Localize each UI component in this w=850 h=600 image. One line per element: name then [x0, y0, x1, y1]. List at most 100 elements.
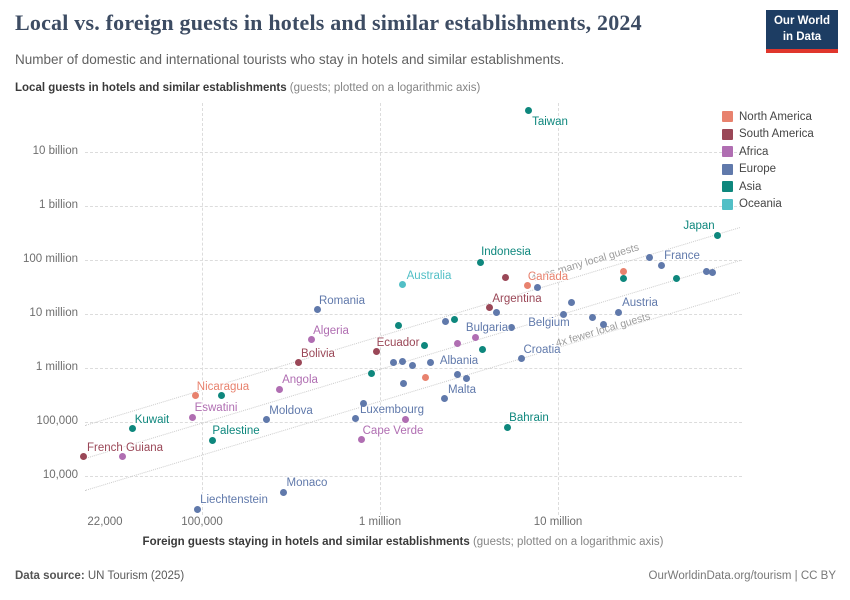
- data-point-albania[interactable]: [426, 358, 434, 366]
- data-point-cape-verde[interactable]: [357, 435, 365, 443]
- y-gridline: [85, 206, 742, 207]
- legend: North America South America Africa Europe As…: [722, 108, 842, 213]
- data-point-france[interactable]: [657, 261, 665, 269]
- data-point-malta[interactable]: [440, 394, 448, 402]
- data-point[interactable]: [389, 358, 397, 366]
- data-point[interactable]: [471, 333, 479, 341]
- data-point[interactable]: [619, 267, 627, 275]
- data-point[interactable]: [702, 267, 710, 275]
- data-point[interactable]: [588, 313, 596, 321]
- data-point[interactable]: [408, 361, 416, 369]
- data-point[interactable]: [421, 373, 429, 381]
- logo-line2: in Data: [782, 31, 822, 44]
- data-point[interactable]: [420, 341, 428, 349]
- data-point[interactable]: [367, 369, 375, 377]
- legend-item-south-america[interactable]: South America: [722, 126, 842, 144]
- data-point[interactable]: [567, 298, 575, 306]
- y-gridline: [85, 368, 742, 369]
- data-point[interactable]: [533, 283, 541, 291]
- data-point-moldova[interactable]: [262, 415, 270, 423]
- data-point[interactable]: [599, 320, 607, 328]
- y-axis-title-bold: Local guests in hotels and similar estab…: [15, 82, 287, 94]
- data-point-ecuador[interactable]: [372, 347, 380, 355]
- x-tick-label: 100,000: [181, 516, 223, 528]
- data-point-kuwait[interactable]: [128, 424, 136, 432]
- data-point[interactable]: [619, 274, 627, 282]
- data-point[interactable]: [478, 345, 486, 353]
- data-point[interactable]: [453, 339, 461, 347]
- data-point[interactable]: [450, 315, 458, 323]
- data-point[interactable]: [492, 308, 500, 316]
- data-point-japan[interactable]: [713, 231, 721, 239]
- data-point-argentina[interactable]: [485, 303, 493, 311]
- data-point[interactable]: [453, 370, 461, 378]
- x-gridline: [380, 103, 381, 515]
- data-point[interactable]: [399, 379, 407, 387]
- point-label: Bulgaria: [465, 322, 509, 334]
- y-tick-label: 100,000: [36, 415, 78, 427]
- y-tick-label: 100 million: [23, 253, 78, 265]
- point-label: Taiwan: [532, 116, 568, 128]
- data-point[interactable]: [217, 391, 225, 399]
- legend-swatch: [722, 128, 733, 140]
- data-point-croatia[interactable]: [517, 354, 525, 362]
- data-source-value: UN Tourism (2025): [84, 570, 185, 582]
- point-label: Kuwait: [134, 414, 170, 426]
- data-point[interactable]: [394, 321, 402, 329]
- point-label: Indonesia: [481, 246, 531, 258]
- reference-line: [85, 227, 741, 426]
- data-point[interactable]: [359, 399, 367, 407]
- point-label: Monaco: [286, 477, 328, 489]
- license-link[interactable]: OurWorldinData.org/tourism | CC BY: [648, 570, 836, 582]
- data-point-nicaragua[interactable]: [191, 391, 199, 399]
- data-point-austria[interactable]: [614, 308, 622, 316]
- data-point-indonesia[interactable]: [476, 258, 484, 266]
- page-title: Local vs. foreign guests in hotels and s…: [15, 10, 642, 35]
- legend-item-north-america[interactable]: North America: [722, 108, 842, 126]
- data-point[interactable]: [398, 357, 406, 365]
- data-point[interactable]: [462, 374, 470, 382]
- data-point[interactable]: [645, 253, 653, 261]
- point-label: Ecuador: [376, 337, 420, 349]
- legend-swatch: [722, 146, 733, 158]
- data-point-eswatini[interactable]: [188, 413, 196, 421]
- data-point-liechtenstein[interactable]: [193, 505, 201, 513]
- data-point[interactable]: [501, 273, 509, 281]
- data-point[interactable]: [401, 415, 409, 423]
- data-point-australia[interactable]: [398, 280, 406, 288]
- data-point-bahrain[interactable]: [503, 423, 511, 431]
- y-gridline: [85, 422, 742, 423]
- data-point-algeria[interactable]: [307, 335, 315, 343]
- point-label: Croatia: [523, 344, 561, 356]
- data-point[interactable]: [441, 317, 449, 325]
- data-source-label: Data source:: [15, 570, 85, 582]
- owid-logo[interactable]: Our World in Data: [766, 10, 838, 53]
- point-label: Austria: [622, 297, 658, 309]
- x-axis-title-note: (guests; plotted on a logarithmic axis): [469, 536, 664, 548]
- data-source: Data source: UN Tourism (2025): [15, 570, 184, 582]
- data-point-taiwan[interactable]: [524, 106, 532, 114]
- legend-item-europe[interactable]: Europe: [722, 161, 842, 179]
- data-point-luxembourg[interactable]: [351, 414, 359, 422]
- data-point-canada[interactable]: [523, 281, 531, 289]
- data-point-monaco[interactable]: [279, 488, 287, 496]
- x-gridline: [558, 103, 559, 515]
- data-point[interactable]: [708, 268, 716, 276]
- legend-label: Europe: [739, 163, 777, 176]
- data-point-bolivia[interactable]: [294, 358, 302, 366]
- point-label: Bolivia: [301, 348, 335, 360]
- data-point[interactable]: [118, 452, 126, 460]
- data-point-french-guiana[interactable]: [79, 452, 87, 460]
- point-label: Canada: [527, 271, 569, 283]
- legend-item-asia[interactable]: Asia: [722, 178, 842, 196]
- legend-item-africa[interactable]: Africa: [722, 143, 842, 161]
- x-tick-label: 10 million: [533, 516, 583, 528]
- legend-item-oceania[interactable]: Oceania: [722, 196, 842, 214]
- data-point-angola[interactable]: [275, 385, 283, 393]
- data-point-belgium[interactable]: [559, 310, 567, 318]
- y-tick-label: 1 million: [35, 361, 78, 373]
- data-point-palestine[interactable]: [208, 436, 216, 444]
- data-point-bulgaria[interactable]: [507, 323, 515, 331]
- data-point[interactable]: [672, 274, 680, 282]
- data-point-romania[interactable]: [313, 305, 321, 313]
